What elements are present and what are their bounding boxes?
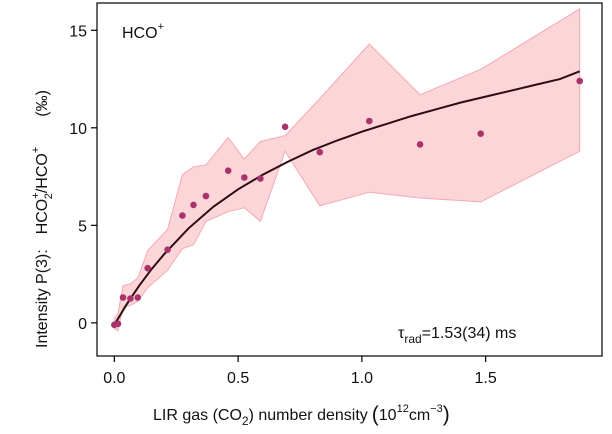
data-point xyxy=(179,212,186,219)
plot-frame xyxy=(96,2,603,357)
x-tick-label: 0.0 xyxy=(103,370,125,387)
data-point xyxy=(257,175,264,182)
data-point xyxy=(477,130,485,137)
y-tick-label: 0 xyxy=(78,316,87,333)
y-axis-ticks: 0 5 10 15 xyxy=(69,23,97,333)
data-point xyxy=(576,77,583,85)
fit-curve xyxy=(113,70,581,326)
confidence-band xyxy=(113,8,581,332)
data-point xyxy=(416,141,424,148)
data-point xyxy=(224,167,232,174)
data-point xyxy=(127,295,134,302)
data-point xyxy=(241,174,248,181)
data-point xyxy=(316,148,324,156)
data-point xyxy=(366,117,373,125)
data-point xyxy=(190,201,197,209)
x-tick-label: 1.0 xyxy=(351,370,373,387)
data-point xyxy=(144,264,151,272)
data-point xyxy=(202,192,210,200)
data-point xyxy=(281,123,289,131)
x-axis-ticks: 0.0 0.5 1.0 1.5 xyxy=(103,356,497,387)
x-tick-label: 0.5 xyxy=(227,370,249,387)
y-tick-label: 5 xyxy=(78,218,87,235)
data-point xyxy=(119,294,127,301)
tau-annotation: τrad=1.53(34) ms xyxy=(398,325,516,346)
y-tick-label: 15 xyxy=(69,23,87,40)
species-annotation: HCO+ xyxy=(122,21,164,42)
data-points xyxy=(111,77,583,329)
y-tick-label: 10 xyxy=(69,121,87,138)
y-axis-label: Intensity P(3):HCO+2/HCO+(‰) xyxy=(30,90,55,348)
x-tick-label: 1.5 xyxy=(475,370,497,387)
data-point xyxy=(134,294,142,301)
data-point xyxy=(114,320,122,328)
data-point xyxy=(164,246,171,253)
x-axis-label: LIR gas (CO2) number density (1012cm−3) xyxy=(153,403,450,428)
